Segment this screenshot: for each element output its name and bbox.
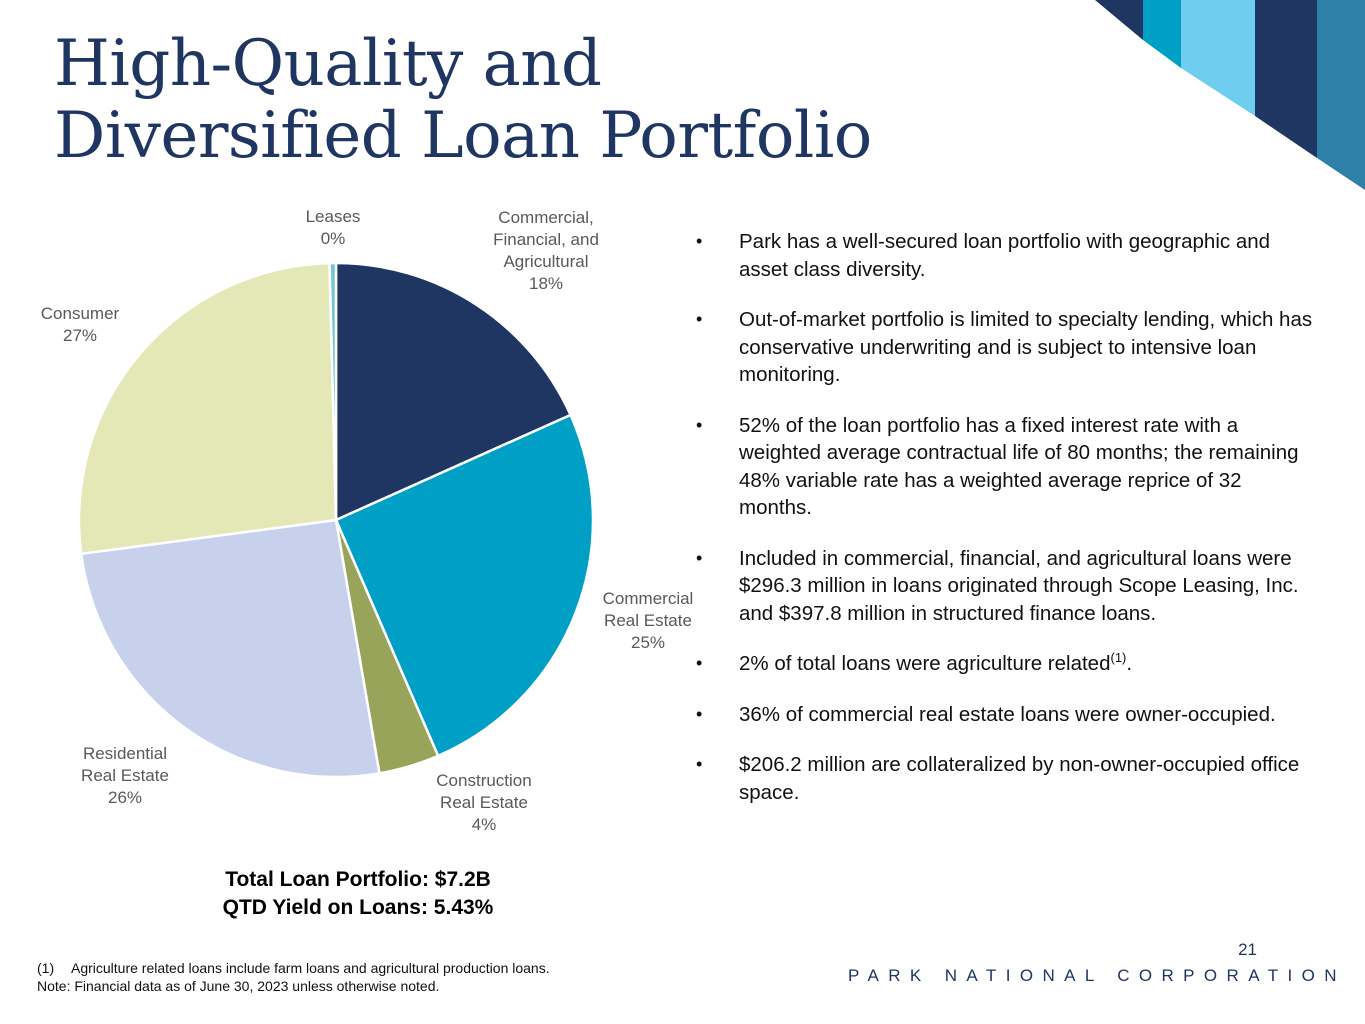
corner-stripe-steel [1317,0,1365,190]
slice-category: Construction [436,771,531,790]
slice-percent: 25% [631,633,665,652]
portfolio-totals: Total Loan Portfolio: $7.2B QTD Yield on… [160,866,556,922]
pie-slice-commercial-real-estate [334,413,595,758]
pie-slice-consumer [77,261,338,556]
title-line-1: High-Quality and [54,27,602,101]
bullet-item: • Park has a well-secured loan portfolio … [690,228,1320,283]
bullet-text: Out-of-market portfolio is limited to sp… [739,308,1313,386]
slide-title: High-Quality and Diversified Loan Portfo… [54,28,872,172]
slice-category: Real Estate [81,766,169,785]
footnote-1: (1) Agriculture related loans include far… [37,959,550,977]
bullet-item: • $206.2 million are collateralized by no… [690,751,1320,806]
pie-slice-residential-real-estate [79,518,381,779]
slice-category: Real Estate [604,611,692,630]
slice-percent: 18% [529,274,563,293]
slice-label: Commercial, Financial, and Agricultural 18% [493,208,599,293]
footnote-reference: (1) [1110,650,1127,666]
pie-labels: Commercial, Financial, and Agricultural 18%… [41,207,694,834]
pie-slice-commercial-financial-and-agricultural [334,261,572,522]
bullet-item: • 52% of the loan portfolio has a fixed i… [690,412,1320,522]
bullet-text: $206.2 million are collateralized by non… [739,753,1300,804]
slice-label: Construction Real Estate 4% [436,771,531,834]
pie-slice-leases [328,261,338,522]
bullet-text: 36% of commercial real estate loans were… [739,702,1276,726]
slice-label: Consumer 27% [41,304,120,345]
key-points-list: • Park has a well-secured loan portfolio … [690,228,1320,829]
loan-portfolio-pie-chart: Commercial, Financial, and Agricultural 18%… [41,207,694,834]
slice-label: Commercial Real Estate 25% [603,589,694,652]
title-line-2: Diversified Loan Portfolio [54,99,872,173]
slice-category: Leases [306,207,361,226]
slice-label: Residential Real Estate 26% [81,744,169,807]
bullet-text: 52% of the loan portfolio has a fixed in… [739,413,1299,520]
footnotes: (1) Agriculture related loans include far… [37,959,550,995]
bullet-item: • 2% of total loans were agriculture rela… [690,650,1320,678]
slice-category: Commercial [603,589,694,608]
corner-stripe-light-blue [1181,0,1255,116]
slice-percent: 4% [472,815,497,834]
bullet-item: • Out-of-market portfolio is limited to s… [690,306,1320,389]
data-date-note: Note: Financial data as of June 30, 2023… [37,978,440,994]
bullet-dot: • [696,414,703,435]
slice-category: Agricultural [503,252,588,271]
bullet-text: Included in commercial, financial, and a… [739,546,1299,625]
slice-percent: 27% [63,326,97,345]
corner-stripe-navy-right [1255,0,1317,158]
pie-slices [77,261,595,779]
slice-percent: 26% [108,788,142,807]
bullet-text: Park has a well-secured loan portfolio w… [739,230,1271,281]
bullet-item: • Included in commercial, financial, and … [690,545,1320,628]
page-number: 21 [1238,940,1257,959]
bullet-suffix: . [1126,652,1133,675]
slice-label: Leases 0% [306,207,361,248]
qtd-yield-on-loans: QTD Yield on Loans: 5.43% [222,896,494,919]
corner-stripe-navy-left [1095,0,1143,40]
bullet-item: • 36% of commercial real estate loans wer… [690,701,1320,729]
slice-percent: 0% [321,229,346,248]
bullet-dot: • [696,547,703,568]
slice-category: Commercial, [498,208,593,227]
bullet-dot: • [696,653,703,673]
footnote-text: Agriculture related loans include farm l… [71,960,550,976]
total-loan-portfolio: Total Loan Portfolio: $7.2B [225,868,491,891]
bullet-dot: • [696,231,703,251]
bullet-dot: • [696,754,703,774]
bullet-dot: • [696,309,703,329]
bullet-dot: • [696,703,703,724]
slice-category: Real Estate [440,793,528,812]
corner-decoration [1095,0,1365,190]
slice-category: Consumer [41,304,120,323]
slice-category: Residential [83,744,167,763]
company-wordmark: PARK NATIONAL CORPORATION [848,966,1346,985]
slice-category: Financial, and [493,230,599,249]
bullet-text: 2% of total loans were agriculture relat… [739,652,1111,675]
corner-stripe-cyan [1143,0,1181,68]
footnote-marker: (1) [37,960,55,976]
